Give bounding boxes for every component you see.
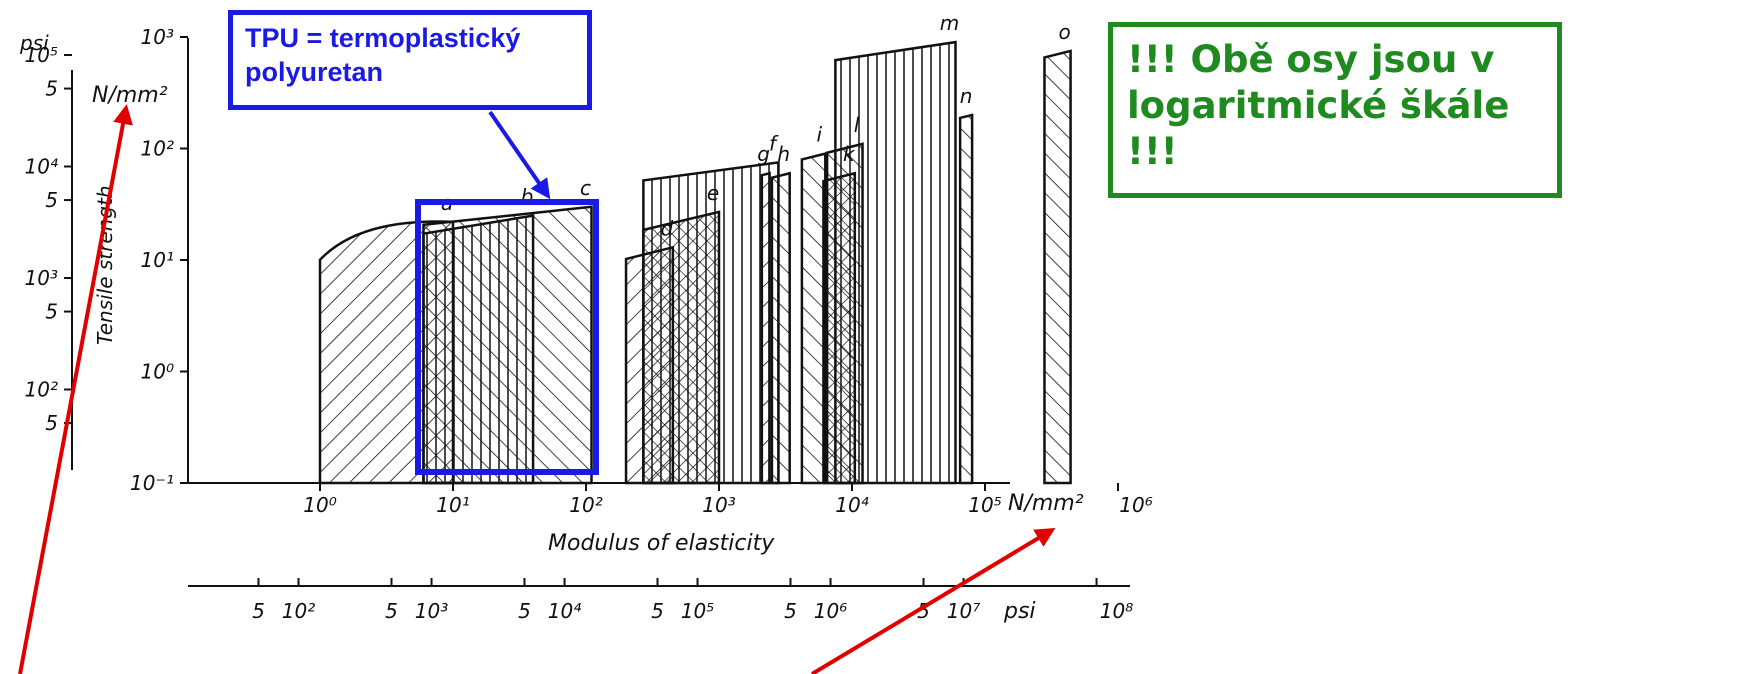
- psi-x-ticks: 5 10² 5 10³ 5 10⁴ 5 10⁵ 5 10⁶ 5 10⁷ 10⁸: [252, 578, 1133, 623]
- psi-y-tick-label: 5: [45, 188, 58, 212]
- tpu-arrow: [488, 110, 551, 200]
- x-tick-label: 10²: [569, 493, 602, 517]
- log-scale-note-text: !!! Obě osy jsou v logaritmické škále !!…: [1127, 38, 1510, 173]
- region-h: [770, 171, 791, 485]
- psi-y-tick-label: 5: [45, 300, 58, 324]
- psi-y-tick-label: 10³: [25, 266, 58, 290]
- psi-x-tick-label: 10²: [282, 599, 315, 623]
- psi-x-tick-label: 10³: [415, 599, 448, 623]
- y-tick-label: 10³: [141, 25, 174, 49]
- region-g: [760, 171, 771, 485]
- x-tick-label: 10⁵: [968, 493, 1001, 517]
- region-m: [834, 40, 957, 485]
- psi-x-tick-label: 5: [252, 599, 265, 623]
- psi-x-tick-label: 10⁴: [548, 599, 581, 623]
- y-unit-arrow: [18, 104, 133, 674]
- x-unit-label: N/mm²: [1008, 491, 1084, 516]
- y-ticks: 10⁻¹ 10⁰ 10¹ 10² 10³: [130, 25, 188, 495]
- y-unit-psi-label: psi: [19, 31, 49, 55]
- psi-y-tick-label: 5: [45, 77, 58, 101]
- x-unit-psi-label: psi: [1003, 599, 1036, 624]
- x-ticks: 10⁰ 10¹ 10² 10³ 10⁴ 10⁵ 10⁶: [303, 483, 1153, 517]
- region-label-c: c: [580, 176, 591, 200]
- y-tick-label: 10²: [141, 137, 174, 161]
- x-axis-title: Modulus of elasticity: [548, 531, 775, 556]
- psi-y-tick-label: 10²: [25, 377, 58, 401]
- y-tick-label: 10¹: [141, 248, 174, 272]
- x-tick-label: 10⁰: [303, 493, 336, 517]
- psi-x-tick-label: 5: [784, 599, 797, 623]
- x-tick-label: 10³: [702, 493, 735, 517]
- psi-y-ticks: 5 10² 5 10³ 5 10⁴ 5 10⁵: [25, 43, 72, 435]
- psi-x-tick-label: 10⁷: [947, 599, 980, 623]
- x-tick-label: 10⁴: [835, 493, 868, 517]
- tpu-highlight-rect: [415, 199, 599, 475]
- region-o: [1043, 49, 1072, 485]
- psi-y-tick-label: 10⁴: [25, 154, 58, 178]
- log-scale-note: !!! Obě osy jsou v logaritmické škále !!…: [1108, 22, 1562, 198]
- psi-x-tick-label: 10⁸: [1100, 599, 1133, 623]
- psi-y-tick-label: 5: [45, 411, 58, 435]
- y-tick-label: 10⁰: [141, 360, 174, 384]
- psi-x-tick-label: 5: [518, 599, 531, 623]
- psi-x-tick-label: 10⁵: [681, 599, 714, 623]
- region-i: [800, 152, 827, 485]
- x-tick-label: 10¹: [436, 493, 469, 517]
- psi-y-tick-label: 10⁵: [25, 43, 58, 67]
- tpu-annotation-text: TPU = termoplastický polyuretan: [245, 23, 521, 87]
- region-n: [958, 113, 974, 485]
- x-unit-arrow: [810, 527, 1056, 674]
- region-f: [642, 161, 780, 485]
- region-label-n: n: [960, 84, 973, 108]
- region-label-o: o: [1058, 20, 1070, 44]
- region-label-f: f: [769, 131, 779, 155]
- y-tick-label: 10⁻¹: [130, 471, 174, 495]
- psi-x-tick-label: 10⁶: [814, 599, 847, 623]
- tpu-annotation-box: TPU = termoplastický polyuretan: [228, 10, 592, 110]
- region-label-g: g: [757, 142, 770, 166]
- region-c: [422, 205, 593, 485]
- region-label-b: b: [521, 185, 534, 209]
- region-label-i: i: [817, 123, 823, 147]
- x-tick-label: 10⁶: [1119, 493, 1152, 517]
- y-unit-label: N/mm²: [92, 83, 168, 108]
- region-label-m: m: [940, 11, 959, 35]
- psi-x-tick-label: 5: [385, 599, 398, 623]
- region-label-h: h: [777, 142, 790, 166]
- psi-x-tick-label: 5: [651, 599, 664, 623]
